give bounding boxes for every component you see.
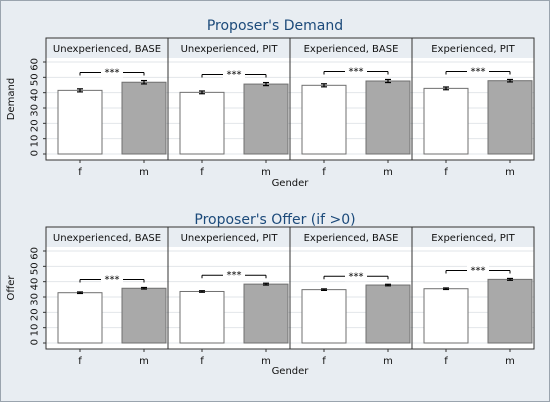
bar-m — [487, 278, 533, 344]
y-tick-label: 10 — [30, 135, 41, 148]
bar-f — [301, 84, 347, 155]
bar-f — [179, 91, 225, 155]
x-tick-label: f — [322, 167, 326, 178]
panel-label-strip — [46, 38, 168, 58]
bar-f — [423, 87, 469, 155]
y-axis-label-2: Offer — [6, 275, 17, 301]
x-tick-label: m — [505, 356, 515, 367]
panel-label: Unexperienced, BASE — [53, 44, 161, 55]
x-tick-label: m — [383, 356, 393, 367]
significance-label: *** — [105, 68, 120, 79]
chart-title-1: Proposer's Demand — [207, 18, 343, 34]
y-tick-label: 30 — [30, 293, 41, 306]
x-tick-label: f — [200, 356, 204, 367]
x-tick-label: f — [322, 356, 326, 367]
significance-label-bg — [467, 66, 489, 77]
significance-label-bg — [101, 67, 123, 78]
x-axis-label-2: Gender — [272, 366, 310, 377]
significance-label: *** — [227, 70, 242, 81]
y-tick-label: 10 — [30, 324, 41, 337]
x-tick-label: f — [78, 356, 82, 367]
x-tick-label: f — [78, 167, 82, 178]
significance-label: *** — [471, 265, 486, 276]
y-tick-label: 60 — [30, 247, 41, 260]
y-tick-label: 40 — [30, 278, 41, 291]
significance-label-bg — [345, 66, 367, 77]
panel-label: Unexperienced, PIT — [181, 44, 279, 55]
significance-label-bg — [101, 274, 123, 285]
bar-m — [121, 81, 167, 155]
panel-label-strip — [290, 227, 412, 247]
bar-m — [365, 80, 411, 155]
panel-label-strip — [168, 38, 290, 58]
significance-label: *** — [105, 274, 120, 285]
panel-label-strip — [290, 38, 412, 58]
panel-label-strip — [412, 227, 534, 247]
panel-label: Unexperienced, BASE — [53, 233, 161, 244]
bar-f — [57, 89, 103, 155]
y-tick-label: 60 — [30, 58, 41, 71]
significance-label: *** — [349, 271, 364, 282]
panel-border — [411, 37, 535, 161]
x-axis-label-1: Gender — [272, 178, 310, 189]
x-tick-label: m — [139, 356, 149, 367]
x-tick-label: m — [383, 167, 393, 178]
x-tick-label: m — [139, 167, 149, 178]
significance-label-bg — [345, 271, 367, 282]
bar-m — [243, 283, 289, 344]
y-tick-label: 0 — [30, 339, 41, 345]
significance-label: *** — [471, 66, 486, 77]
bar-m — [121, 287, 167, 344]
bar-m — [365, 284, 411, 344]
x-tick-label: m — [505, 167, 515, 178]
x-tick-label: m — [261, 356, 271, 367]
bar-m — [243, 83, 289, 155]
panel-label: Experienced, PIT — [431, 44, 515, 55]
y-tick-label: 20 — [30, 119, 41, 132]
x-tick-label: f — [444, 167, 448, 178]
x-tick-label: f — [444, 356, 448, 367]
bar-m — [487, 80, 533, 155]
y-tick-label: 50 — [30, 73, 41, 86]
y-tick-label: 50 — [30, 262, 41, 275]
significance-label-bg — [223, 270, 245, 281]
y-tick-label: 40 — [30, 89, 41, 102]
y-tick-label: 20 — [30, 308, 41, 321]
panel-border — [411, 226, 535, 350]
bar-f — [179, 290, 225, 344]
y-tick-label: 30 — [30, 104, 41, 117]
significance-label-bg — [467, 265, 489, 276]
chart-title-2: Proposer's Offer (if >0) — [194, 212, 355, 228]
panel-label-strip — [168, 227, 290, 247]
panel-label: Experienced, BASE — [304, 233, 399, 244]
x-tick-label: m — [261, 167, 271, 178]
y-axis-label-1: Demand — [6, 78, 17, 120]
bar-f — [57, 292, 103, 344]
y-tick-label: 0 — [30, 150, 41, 156]
panel-label: Experienced, BASE — [304, 44, 399, 55]
bar-f — [301, 289, 347, 344]
x-tick-label: f — [200, 167, 204, 178]
bar-f — [423, 288, 469, 344]
panel-label-strip — [412, 38, 534, 58]
panel-label: Experienced, PIT — [431, 233, 515, 244]
significance-label-bg — [223, 69, 245, 80]
significance-label: *** — [227, 270, 242, 281]
significance-label: *** — [349, 66, 364, 77]
panel-label-strip — [46, 227, 168, 247]
panel-label: Unexperienced, PIT — [181, 233, 279, 244]
